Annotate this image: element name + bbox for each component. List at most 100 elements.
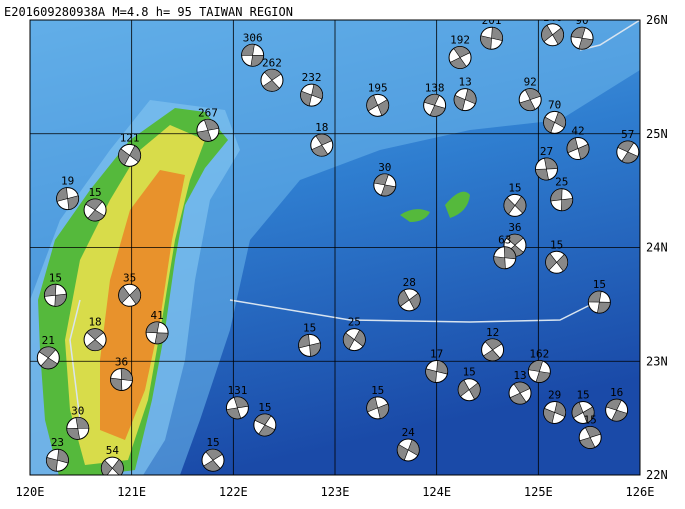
beachball-quadrant <box>541 24 553 43</box>
focal-mechanism <box>118 143 142 167</box>
depth-label: 18 <box>315 121 328 134</box>
beachball-quadrant <box>552 27 564 45</box>
beachball-quadrant <box>66 428 81 440</box>
beachball-quadrant <box>449 57 467 69</box>
focal-mechanism <box>300 83 324 107</box>
focal-mechanism <box>566 137 590 161</box>
x-tick-label: 123E <box>321 485 350 499</box>
beachball-quadrant <box>40 357 58 370</box>
depth-label: 121 <box>120 131 140 144</box>
beachball-quadrant <box>262 79 280 92</box>
depth-label: 27 <box>540 145 553 158</box>
depth-label: 15 <box>576 388 589 401</box>
beachball-quadrant <box>396 444 409 461</box>
beachball-quadrant <box>579 437 596 449</box>
depth-label: 24 <box>402 426 416 439</box>
focal-mechanism <box>543 400 567 424</box>
beachball-quadrant <box>205 448 223 461</box>
axis-labels: 120E 121E 122E 123E 124E 125E 126E 22N 23N 24N 25N… <box>16 13 668 499</box>
focal-mechanism <box>145 321 169 345</box>
beachball-quadrant <box>544 157 558 170</box>
focal-mechanism <box>453 88 477 112</box>
focal-mechanism <box>100 456 124 475</box>
beachball-quadrant <box>597 301 611 314</box>
beachball-quadrant <box>353 329 366 347</box>
beachball-quadrant <box>509 392 527 405</box>
beachball-quadrant <box>110 377 123 391</box>
beachball-quadrant <box>524 88 542 100</box>
beachball-quadrant <box>250 54 264 67</box>
depth-label: 15 <box>303 321 316 334</box>
beachball-quadrant <box>429 104 446 117</box>
focal-mechanism <box>578 425 602 449</box>
beachball-quadrant <box>129 145 141 163</box>
beachball-quadrant <box>582 406 595 424</box>
focal-mechanism <box>201 448 225 472</box>
depth-label: 92 <box>524 76 537 89</box>
depth-label: 15 <box>49 271 62 284</box>
y-tick-label: 25N <box>646 127 668 141</box>
depth-label: 306 <box>243 31 263 44</box>
beachball-quadrant <box>264 68 282 81</box>
beachball-quadrant <box>545 253 558 271</box>
beachball-quadrant <box>584 426 602 438</box>
beachball-quadrant <box>298 334 310 349</box>
focal-mechanism <box>616 140 640 164</box>
beachball-quadrant <box>38 346 57 359</box>
focal-mechanism <box>550 188 574 212</box>
beachball-quadrant <box>611 409 628 422</box>
beachball-quadrant <box>366 94 379 112</box>
beachball-quadrant <box>484 338 503 351</box>
focal-mechanism <box>253 413 277 437</box>
focal-mechanism <box>543 110 567 134</box>
y-tick-label: 24N <box>646 241 668 255</box>
depth-label: 23 <box>51 436 64 449</box>
beachball-quadrant <box>87 209 105 222</box>
beachball-quadrant <box>554 111 566 129</box>
focal-mechanism <box>43 283 67 307</box>
beachball-quadrant <box>453 94 466 111</box>
depth-label: 28 <box>403 276 416 289</box>
beachball-quadrant <box>311 83 323 100</box>
x-tick-label: 121E <box>117 485 146 499</box>
beachball-quadrant <box>482 349 501 362</box>
depth-label: 13 <box>459 76 472 89</box>
beachball-quadrant <box>468 382 481 400</box>
beachball-quadrant <box>377 403 389 419</box>
beachball-quadrant <box>226 407 242 420</box>
map-title: E201609280938A M=4.8 h= 95 TAIWAN REGION <box>4 5 293 19</box>
beachball-quadrant <box>111 458 124 475</box>
beachball-quadrant <box>196 129 212 142</box>
beachball-quadrant <box>528 360 544 372</box>
depth-label: 15 <box>463 366 476 379</box>
beachball-quadrant <box>605 398 622 411</box>
depth-label: 13 <box>513 369 526 382</box>
focal-mechanism <box>66 416 90 440</box>
depth-label: 70 <box>548 98 561 111</box>
focal-mechanism <box>503 193 527 217</box>
depth-label: 15 <box>371 384 384 397</box>
beachball-quadrant <box>577 143 590 160</box>
beachball-quadrant <box>377 99 389 116</box>
depth-label: 15 <box>206 436 219 449</box>
depth-label: 29 <box>548 388 561 401</box>
beachball-quadrant <box>566 137 579 154</box>
focal-mechanism <box>571 400 595 424</box>
y-tick-label: 26N <box>646 13 668 27</box>
depth-label: 25 <box>348 316 361 329</box>
beachball-quadrant <box>54 293 67 307</box>
x-tick-label: 122E <box>219 485 248 499</box>
depth-label: 267 <box>198 106 218 119</box>
y-tick-label: 22N <box>646 468 668 482</box>
focal-mechanism <box>366 93 390 117</box>
focal-mechanism <box>587 290 611 314</box>
focal-mechanism <box>570 26 594 50</box>
beachball-quadrant <box>254 413 272 426</box>
beachball-quadrant <box>118 285 131 304</box>
depth-label: 18 <box>88 316 101 329</box>
beachball-quadrant <box>587 290 602 303</box>
beachball-quadrant <box>120 368 133 382</box>
beachball-quadrant <box>457 379 470 397</box>
beachball-quadrant <box>366 396 379 413</box>
beachball-quadrant <box>423 94 440 106</box>
